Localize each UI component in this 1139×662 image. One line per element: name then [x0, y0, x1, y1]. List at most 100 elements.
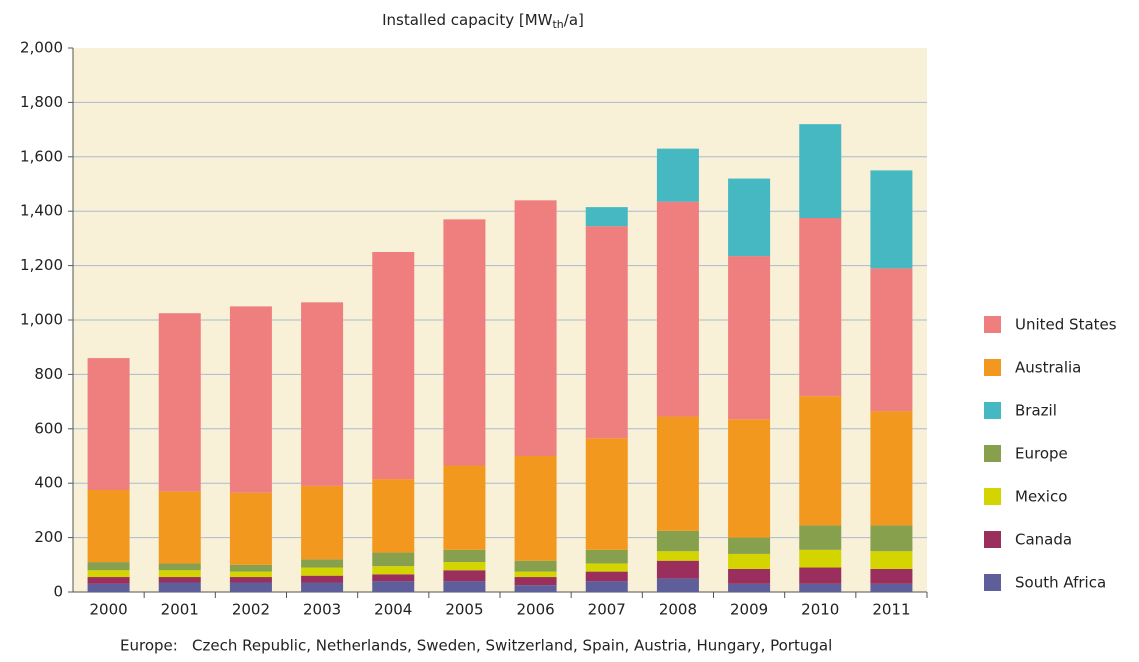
- bar-segment: [514, 571, 557, 578]
- bar-segment: [443, 219, 486, 466]
- bar-segment: [514, 560, 557, 572]
- y-tick-label: 0: [53, 583, 63, 601]
- bar-segment: [158, 582, 201, 592]
- bar-segment: [443, 581, 486, 592]
- bar-segment: [443, 549, 486, 563]
- legend-swatch: [984, 531, 1001, 548]
- bar-segment: [229, 492, 272, 565]
- bar-segment: [372, 252, 415, 480]
- bar-segment: [728, 178, 771, 257]
- bar-segment: [301, 559, 344, 568]
- y-tick-label: 1,400: [20, 202, 63, 220]
- bar-segment: [728, 537, 771, 554]
- legend-swatch: [984, 445, 1001, 462]
- x-tick-label: 2005: [445, 601, 483, 619]
- bar-segment: [799, 549, 842, 568]
- bar-segment: [799, 396, 842, 526]
- bar-segment: [372, 574, 415, 582]
- bar-segment: [229, 564, 272, 572]
- legend-label: Canada: [1015, 531, 1072, 549]
- chart-title: Installed capacity [MWth/a]: [382, 11, 584, 32]
- bar-segment: [585, 549, 628, 564]
- y-tick-label: 200: [34, 528, 63, 546]
- x-tick-label: 2011: [872, 601, 910, 619]
- bar-segment: [870, 551, 913, 569]
- legend-swatch: [984, 316, 1001, 333]
- bar-segment: [585, 563, 628, 572]
- bar-segment: [301, 567, 344, 576]
- x-tick-label: 2002: [232, 601, 270, 619]
- bar-segment: [229, 306, 272, 493]
- legend-swatch: [984, 359, 1001, 376]
- bar-segment: [301, 485, 344, 560]
- bar-segment: [301, 302, 344, 486]
- bar-segment: [728, 419, 771, 538]
- bar-segment: [585, 438, 628, 550]
- bar-segment: [158, 577, 201, 583]
- x-tick-label: 2008: [659, 601, 697, 619]
- bar-segment: [514, 456, 557, 561]
- bar-segment: [728, 568, 771, 584]
- bar-segment: [514, 585, 557, 592]
- legend-swatch: [984, 488, 1001, 505]
- bar-segment: [870, 411, 913, 526]
- x-tick-label: 2009: [730, 601, 768, 619]
- x-tick-label: 2006: [516, 601, 554, 619]
- bar-segment: [728, 583, 771, 592]
- y-tick-label: 400: [34, 474, 63, 492]
- legend-label: Mexico: [1015, 488, 1067, 506]
- bar-segment: [585, 581, 628, 592]
- bar-segment: [87, 583, 130, 592]
- bar-segment: [372, 566, 415, 575]
- bar-segment: [799, 583, 842, 592]
- bar-segment: [87, 562, 130, 571]
- bar-segment: [87, 577, 130, 584]
- x-tick-label: 2001: [161, 601, 199, 619]
- title-subscript: th: [552, 18, 563, 31]
- bar-segment: [514, 577, 557, 586]
- bar-segment: [158, 563, 201, 571]
- bar-segment: [87, 358, 130, 490]
- title-text: Installed capacity [MW: [382, 11, 553, 29]
- bar-segment: [229, 582, 272, 592]
- bar-segment: [87, 570, 130, 578]
- y-tick-label: 1,200: [20, 256, 63, 274]
- y-tick-label: 1,000: [20, 311, 63, 329]
- legend-label: Australia: [1015, 359, 1081, 377]
- bar-segment: [301, 582, 344, 592]
- bar-segment: [372, 552, 415, 567]
- legend-label: South Africa: [1015, 574, 1106, 592]
- x-tick-label: 2004: [374, 601, 412, 619]
- bar-segment: [656, 560, 699, 579]
- x-tick-label: 2003: [303, 601, 341, 619]
- bar-segment: [728, 256, 771, 420]
- bar-segment: [799, 525, 842, 550]
- bar-segment: [229, 577, 272, 583]
- bar-segment: [301, 575, 344, 583]
- bar-segment: [870, 268, 913, 412]
- y-tick-label: 800: [34, 365, 63, 383]
- bar-segment: [443, 570, 486, 582]
- bar-segment: [514, 200, 557, 456]
- bar-segment: [799, 218, 842, 397]
- y-tick-label: 1,800: [20, 93, 63, 111]
- y-tick-label: 2,000: [20, 39, 63, 57]
- title-text: /a]: [564, 11, 584, 29]
- legend-swatch: [984, 402, 1001, 419]
- bar-segment: [656, 416, 699, 531]
- bar-segment: [585, 571, 628, 582]
- bar-segment: [799, 124, 842, 218]
- bar-segment: [372, 581, 415, 592]
- bar-segment: [585, 207, 628, 227]
- bar-segment: [158, 570, 201, 578]
- bar-segment: [656, 578, 699, 592]
- bar-segment: [443, 562, 486, 571]
- bar-segment: [799, 567, 842, 584]
- legend-label: United States: [1015, 316, 1117, 334]
- bar-segment: [158, 491, 201, 564]
- y-tick-label: 1,600: [20, 147, 63, 165]
- bar-segment: [656, 530, 699, 552]
- x-tick-label: 2007: [588, 601, 626, 619]
- bar-segment: [443, 465, 486, 550]
